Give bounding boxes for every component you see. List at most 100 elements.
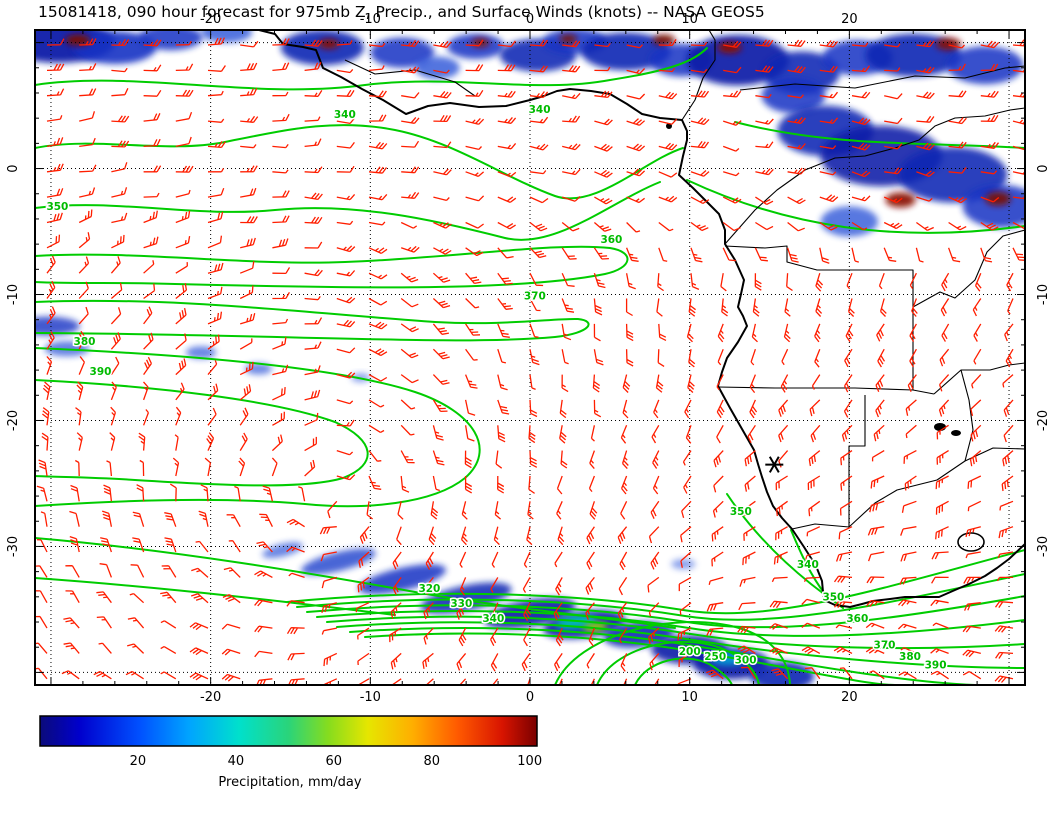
- wind-barb: [262, 485, 274, 502]
- wind-barb: [35, 565, 48, 578]
- wind-barb: [980, 170, 998, 175]
- wind-barb: [625, 323, 634, 342]
- wind-barb: [964, 602, 981, 611]
- contour-label: 380: [899, 651, 921, 663]
- wind-barb: [465, 348, 478, 361]
- africa-coastline-and-borders: [258, 30, 1025, 608]
- wind-barb: [103, 484, 113, 502]
- wind-barb: [962, 649, 981, 658]
- wind-barb: [46, 115, 63, 122]
- wind-barb: [46, 163, 64, 173]
- wind-barb: [737, 645, 756, 654]
- wind-barb: [998, 526, 1014, 539]
- wind-barb: [586, 551, 595, 570]
- wind-barb: [368, 90, 387, 98]
- wind-barb: [851, 221, 868, 231]
- wind-barb: [304, 436, 317, 452]
- wind-barb: [775, 475, 788, 491]
- wind-barb: [588, 475, 596, 493]
- wind-barb: [935, 500, 949, 515]
- wind-barb: [336, 399, 354, 405]
- wind-barb: [423, 627, 434, 645]
- wind-barb: [963, 576, 981, 584]
- wind-barb: [819, 91, 839, 99]
- wind-barb: [368, 321, 388, 330]
- wind-barb: [78, 330, 86, 350]
- colorbar-tick-labels: 20 40 60 80 100: [130, 754, 542, 769]
- wind-barb: [298, 486, 306, 502]
- wind-barb: [259, 513, 273, 527]
- chart-title: 15081418, 090 hour forecast for 975mb Z,…: [38, 3, 765, 21]
- wind-barb: [626, 93, 646, 100]
- wind-barb: [304, 166, 323, 174]
- wind-barb: [288, 678, 305, 685]
- wind-barb: [869, 500, 885, 513]
- wind-barb: [561, 323, 572, 341]
- africa-coastline: [258, 30, 1025, 608]
- wind-barb: [529, 65, 549, 73]
- wind-barb: [368, 297, 388, 306]
- wind-barb: [690, 247, 703, 263]
- wind-barb: [304, 116, 321, 122]
- wind-barb: [111, 162, 128, 173]
- wind-barb: [189, 672, 209, 681]
- wind-barb: [304, 365, 321, 376]
- wind-barb: [272, 91, 289, 97]
- wind-barb: [272, 267, 291, 275]
- wind-barb: [336, 40, 353, 46]
- wind-barb: [658, 67, 676, 73]
- wind-barb: [368, 114, 387, 122]
- wind-barb: [750, 348, 757, 366]
- wind-barb: [867, 551, 885, 562]
- wind-barb: [650, 500, 660, 519]
- wind-barb: [164, 512, 177, 527]
- wind-barb: [851, 170, 871, 178]
- precipitation-shading: [35, 30, 1025, 685]
- wind-barb: [464, 450, 472, 469]
- wind-barb: [368, 399, 385, 408]
- wind-barb: [717, 323, 725, 343]
- wind-barb: [769, 647, 788, 656]
- wind-barb: [99, 563, 113, 578]
- wind-barb: [69, 535, 80, 553]
- wind-barb: [930, 648, 949, 655]
- wind-barb: [555, 577, 563, 596]
- wind-barb: [46, 137, 64, 148]
- wind-barb: [658, 142, 678, 151]
- wind-barb: [594, 42, 611, 48]
- wind-barb: [143, 192, 160, 198]
- wind-barb: [559, 425, 567, 444]
- wind-barb: [272, 144, 289, 149]
- wind-barb: [916, 66, 935, 74]
- wind-barb: [737, 625, 756, 634]
- wind-barb: [401, 166, 420, 174]
- wind-barb: [711, 551, 724, 567]
- wind-barb: [207, 37, 225, 46]
- wind-barb: [716, 399, 725, 419]
- wind-barb: [207, 334, 220, 350]
- wind-barb: [61, 670, 80, 680]
- wind-barb: [590, 425, 596, 442]
- wind-barb: [1006, 272, 1014, 292]
- wind-barb: [138, 432, 146, 451]
- wind-barb: [819, 65, 838, 73]
- wind-barb: [559, 399, 567, 419]
- wind-barb: [905, 424, 917, 439]
- wind-barb: [593, 222, 612, 232]
- wind-barb: [784, 298, 791, 317]
- wind-barb: [948, 196, 967, 204]
- wind-barb: [336, 220, 354, 225]
- wind-barb: [948, 90, 967, 98]
- wind-barb: [304, 317, 323, 325]
- wind-barb: [400, 221, 418, 229]
- wind-barb: [833, 646, 853, 654]
- wind-barb: [973, 323, 982, 342]
- wind-barb: [400, 272, 419, 283]
- wind-barb: [143, 138, 161, 148]
- wind-barb: [909, 272, 917, 289]
- wind-barb: [497, 142, 517, 150]
- wind-barb: [972, 298, 982, 317]
- wind-barb: [207, 311, 223, 325]
- wind-barb: [529, 116, 549, 124]
